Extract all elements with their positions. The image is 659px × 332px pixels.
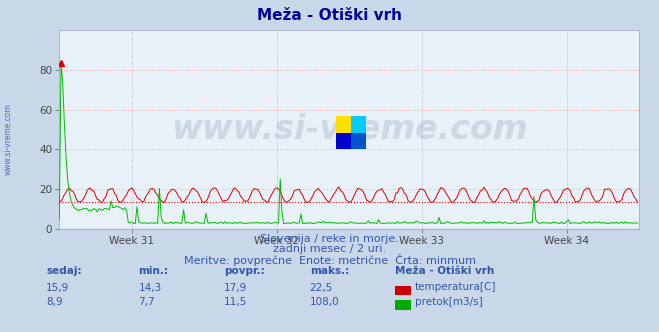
Text: temperatura[C]: temperatura[C] <box>415 283 497 292</box>
Text: 11,5: 11,5 <box>224 297 247 307</box>
Text: 7,7: 7,7 <box>138 297 155 307</box>
Text: Meža - Otiški vrh: Meža - Otiški vrh <box>395 266 495 276</box>
Text: Meža - Otiški vrh: Meža - Otiški vrh <box>257 8 402 23</box>
Text: Slovenija / reke in morje.: Slovenija / reke in morje. <box>260 234 399 244</box>
Text: 15,9: 15,9 <box>46 283 69 292</box>
Text: maks.:: maks.: <box>310 266 349 276</box>
Text: www.si-vreme.com: www.si-vreme.com <box>3 104 13 175</box>
Text: Meritve: povprečne  Enote: metrične  Črta: minmum: Meritve: povprečne Enote: metrične Črta:… <box>183 254 476 266</box>
Text: sedaj:: sedaj: <box>46 266 82 276</box>
Text: 8,9: 8,9 <box>46 297 63 307</box>
Text: 22,5: 22,5 <box>310 283 333 292</box>
Text: pretok[m3/s]: pretok[m3/s] <box>415 297 483 307</box>
Text: zadnji mesec / 2 uri.: zadnji mesec / 2 uri. <box>273 244 386 254</box>
Text: 17,9: 17,9 <box>224 283 247 292</box>
Text: www.si-vreme.com: www.si-vreme.com <box>171 113 528 146</box>
Text: 14,3: 14,3 <box>138 283 161 292</box>
Text: min.:: min.: <box>138 266 169 276</box>
Text: 108,0: 108,0 <box>310 297 339 307</box>
Text: povpr.:: povpr.: <box>224 266 265 276</box>
